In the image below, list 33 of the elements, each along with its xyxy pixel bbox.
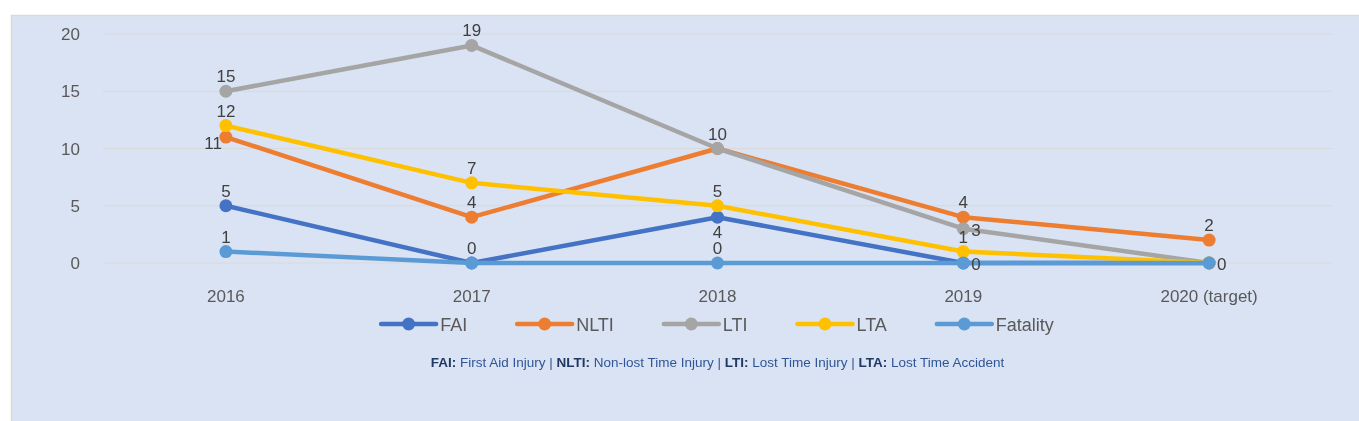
data-label: 2 xyxy=(1204,216,1214,236)
data-label: 0 xyxy=(1217,255,1227,274)
data-label: 11 xyxy=(204,134,222,154)
data-label: 7 xyxy=(466,158,477,178)
y-tick-label: 15 xyxy=(61,82,80,102)
x-tick-label: 2017 xyxy=(452,287,491,306)
y-tick-label: 0 xyxy=(70,254,80,273)
data-label: 1 xyxy=(221,227,231,247)
data-label: 15 xyxy=(216,67,236,87)
data-label: 0 xyxy=(971,255,981,274)
data-label: 5 xyxy=(221,181,231,201)
legend-label: LTA xyxy=(856,314,887,335)
data-label: 4 xyxy=(466,193,477,213)
legend-label: LTI xyxy=(722,314,748,335)
data-label: 1 xyxy=(958,227,969,247)
data-label: 5 xyxy=(712,181,723,201)
x-tick-label: 2019 xyxy=(944,287,983,306)
data-label: 19 xyxy=(462,21,482,41)
x-tick-label: 2018 xyxy=(698,287,737,306)
y-tick-label: 20 xyxy=(61,25,80,44)
y-tick-label: 10 xyxy=(61,139,80,159)
text: FAI: First Aid Injury | NLTI: Non-lost Time Injury | LTI: Lost Time Injury | LTA: Lost Time Accident xyxy=(430,355,1005,370)
data-label: 0 xyxy=(466,239,477,258)
data-label: 10 xyxy=(708,124,727,144)
x-tick-label: 2020 (target) xyxy=(1160,287,1258,306)
data-label: 3 xyxy=(971,220,981,240)
legend-label: NLTI xyxy=(576,314,614,335)
data-label: 4 xyxy=(958,193,969,213)
data-label: 12 xyxy=(216,101,236,121)
legend-label: Fatality xyxy=(995,314,1054,335)
y-tick-label: 5 xyxy=(70,196,80,216)
legend-label: FAI xyxy=(440,314,468,335)
x-tick-label: 2016 xyxy=(206,287,245,306)
